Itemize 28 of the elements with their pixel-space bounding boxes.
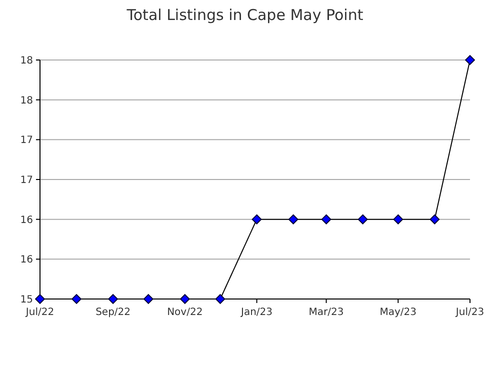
y-tick-label: 17 [20,135,33,146]
point [288,214,298,224]
x-tick-label: Jan/23 [240,307,273,318]
point [72,294,82,304]
x-tick-label: Mar/23 [308,307,344,318]
y-tick-label: 15 [20,294,33,306]
point [143,294,154,304]
y-tick-label: 18 [20,56,33,66]
y-tick-label: 17 [20,175,33,186]
chart-title: Total Listings in Cape May Point [126,6,364,24]
point [108,294,118,304]
point [430,214,440,224]
point [35,294,45,304]
point [180,294,190,304]
y-tick-label: 16 [20,214,33,226]
point [215,294,226,304]
point [252,214,262,224]
x-tick-label: Nov/22 [167,307,203,318]
x-tick-label: May/23 [380,307,417,318]
x-tick-label: Sep/22 [96,307,131,318]
y-tick-label: 18 [20,95,33,106]
point [465,55,475,65]
x-tick-label: Jul/22 [24,307,54,318]
y-tick-label: 16 [20,254,33,266]
point [393,214,404,224]
point [358,214,368,224]
point [321,214,332,224]
x-tick-label: Jul/23 [454,307,484,318]
